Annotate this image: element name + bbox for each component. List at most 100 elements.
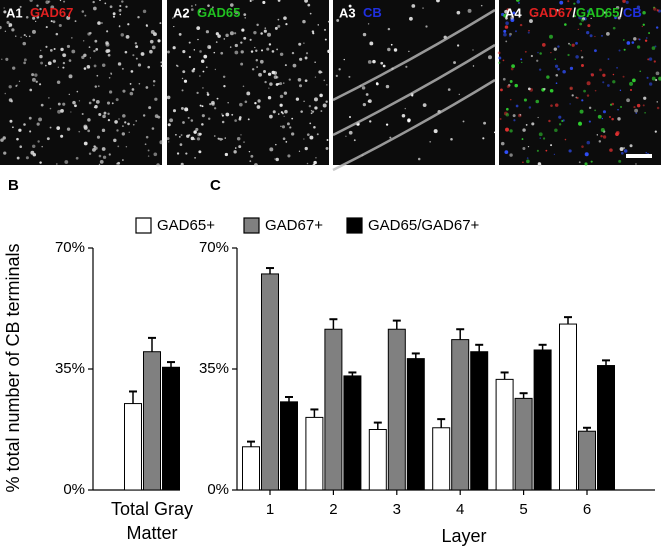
speckle [409,16,413,21]
speckle [111,102,114,105]
speckle [55,32,59,36]
speckle [561,119,564,122]
speckle [255,49,258,52]
speckle [145,25,149,28]
speckle [52,59,57,63]
speckle [193,130,197,134]
speckle [75,156,79,160]
speckle [28,35,31,38]
speckle [642,10,646,15]
speckle [117,161,121,165]
speckle [28,116,32,120]
speckle [95,99,100,104]
speckle [89,57,92,59]
speckle [60,134,64,138]
speckle [642,23,645,26]
speckle [564,23,567,26]
speckle [231,113,234,116]
speckle [284,109,288,114]
speckle [40,103,44,107]
speckle [119,9,122,11]
speckle [510,67,514,71]
speckle [600,135,603,138]
speckle [58,23,62,27]
speckle [629,81,633,86]
speckle [326,84,328,86]
speckle [173,25,175,28]
speckle [258,72,262,77]
speckle [36,15,40,19]
speckle [167,50,170,54]
speckle [504,150,509,155]
speckle [537,51,539,54]
speckle [653,60,656,63]
speckle [230,14,232,17]
speckle [240,62,244,66]
speckle [617,16,621,20]
speckle [596,134,599,136]
speckle [644,112,646,114]
stain-name: CB [363,5,382,20]
speckle [286,122,290,126]
speckle [505,127,509,132]
speckle [513,119,516,122]
speckle [156,163,160,167]
speckle [509,80,513,83]
speckle [117,62,122,66]
speckle [131,88,135,91]
speckle [601,117,604,120]
speckle [318,70,322,74]
speckle [217,34,221,38]
speckle [375,82,379,85]
speckle [12,126,14,129]
speckle [635,163,637,165]
speckle [214,68,217,71]
y-tick-label: 70% [55,239,85,256]
speckle [655,78,658,82]
speckle [502,77,506,81]
bar [533,349,552,491]
speckle [22,41,27,46]
speckle [607,84,610,87]
speckle [121,132,126,136]
speckle [35,20,37,22]
speckle [603,11,606,14]
speckle [259,59,264,64]
speckle [602,81,605,84]
speckle [515,104,519,108]
speckle [504,25,509,29]
speckle [512,114,516,118]
speckle [380,61,384,65]
speckle [97,21,101,25]
speckle [338,68,341,71]
speckle [233,150,237,154]
speckle [62,53,67,58]
speckle [322,103,327,108]
speckle [546,75,550,79]
speckle [166,95,171,100]
speckle [581,145,584,148]
speckle [277,113,280,115]
speckle [654,130,657,133]
speckle [263,70,266,73]
speckle [598,140,602,143]
speckle [183,79,188,83]
speckle [70,37,73,39]
speckle [172,17,174,19]
speckle [125,5,128,8]
speckle [576,96,579,99]
speckle [526,159,530,164]
y-tick-label: 35% [199,360,229,377]
speckle [121,67,124,70]
speckle [639,70,642,72]
legend-label: GAD67+ [265,217,323,234]
speckle [249,38,252,41]
speckle [254,101,257,105]
speckle [573,2,576,5]
x-tick-label: 2 [329,501,337,518]
bar [559,323,577,491]
speckle [119,4,122,8]
bar [578,430,596,491]
speckle [105,49,110,54]
speckle [151,45,156,50]
